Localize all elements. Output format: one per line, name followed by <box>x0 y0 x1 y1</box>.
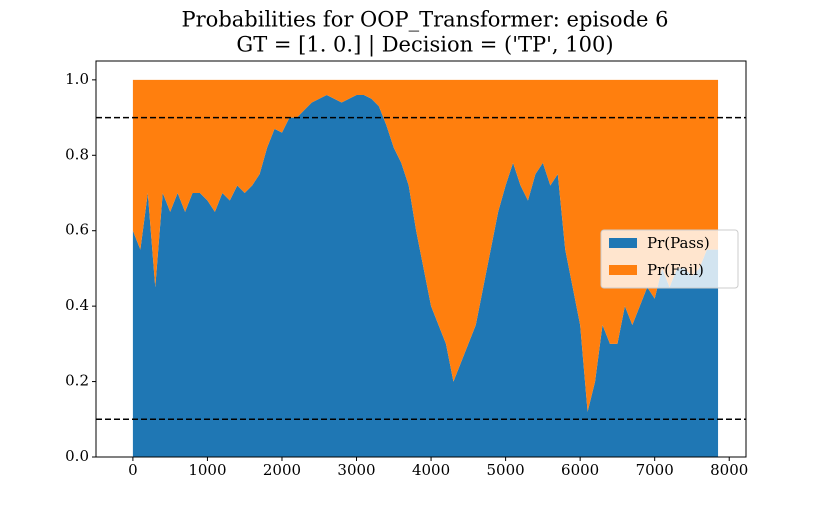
legend: Pr(Pass) Pr(Fail) <box>600 229 739 289</box>
y-tick-label: 0.8 <box>65 145 89 163</box>
x-tick-label: 0 <box>128 461 138 479</box>
chart-subtitle: GT = [1. 0.] | Decision = ('TP', 100) <box>236 33 613 58</box>
legend-swatch <box>609 265 637 275</box>
axes-frame <box>95 60 747 458</box>
area <box>132 79 719 412</box>
area <box>132 94 719 457</box>
x-tick-label: 3000 <box>337 461 375 479</box>
legend-label: Pr(Fail) <box>647 261 704 279</box>
chart-title: Probabilities for OOP_Transformer: episo… <box>182 8 669 32</box>
x-tick-label: 4000 <box>412 461 450 479</box>
y-tick-label: 0.4 <box>65 296 89 314</box>
x-tick-label: 5000 <box>487 461 525 479</box>
x-tick-label: 7000 <box>636 461 674 479</box>
y-tick-label: 0.0 <box>65 447 89 465</box>
x-tick-label: 8000 <box>710 461 748 479</box>
legend-swatch <box>609 238 637 248</box>
legend-label: Pr(Pass) <box>647 234 710 252</box>
y-tick-label: 0.6 <box>65 221 89 239</box>
x-tick-label: 1000 <box>188 461 226 479</box>
y-tick-label: 1.0 <box>65 70 89 88</box>
y-tick-label: 0.2 <box>65 372 89 390</box>
x-tick-label: 2000 <box>263 461 301 479</box>
x-tick-label: 6000 <box>561 461 599 479</box>
